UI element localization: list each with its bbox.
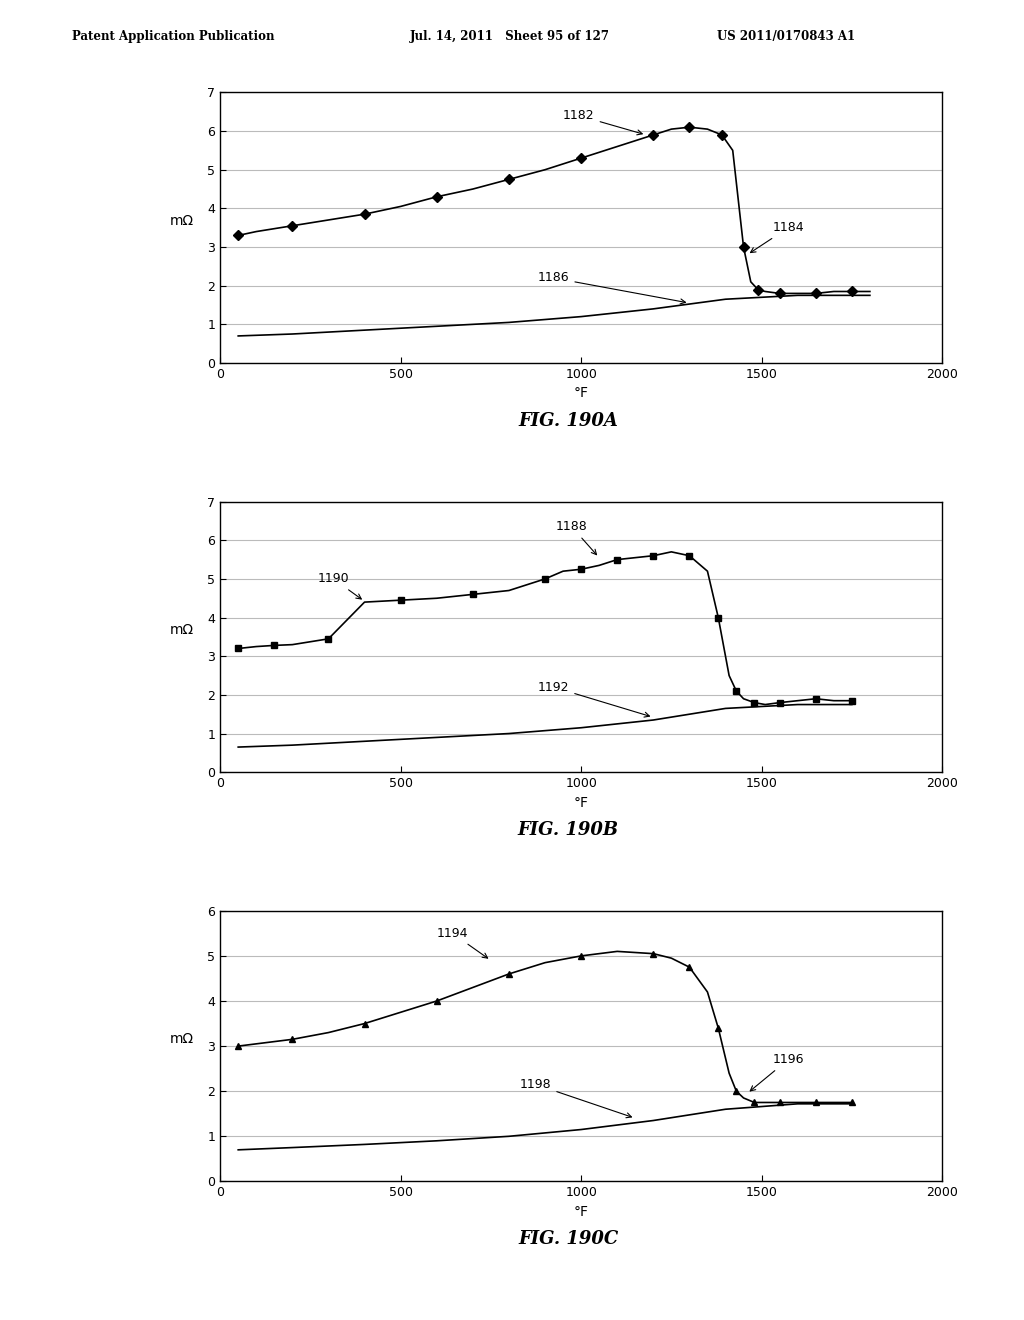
Text: 1182: 1182 xyxy=(563,110,642,135)
Text: US 2011/0170843 A1: US 2011/0170843 A1 xyxy=(717,30,855,44)
Text: Jul. 14, 2011   Sheet 95 of 127: Jul. 14, 2011 Sheet 95 of 127 xyxy=(410,30,609,44)
X-axis label: °F: °F xyxy=(573,1205,589,1218)
Text: 1188: 1188 xyxy=(556,520,597,554)
Text: 1194: 1194 xyxy=(436,927,487,958)
Y-axis label: mΩ: mΩ xyxy=(170,623,195,638)
Text: Patent Application Publication: Patent Application Publication xyxy=(72,30,274,44)
Text: 1192: 1192 xyxy=(538,681,649,717)
Text: FIG. 190B: FIG. 190B xyxy=(518,821,618,840)
Text: 1196: 1196 xyxy=(751,1053,804,1090)
X-axis label: °F: °F xyxy=(573,796,589,809)
Text: 1198: 1198 xyxy=(520,1078,632,1118)
Text: 1184: 1184 xyxy=(751,222,804,252)
Text: 1190: 1190 xyxy=(317,573,361,599)
Y-axis label: mΩ: mΩ xyxy=(170,214,195,227)
Text: 1186: 1186 xyxy=(538,272,685,304)
Text: FIG. 190C: FIG. 190C xyxy=(518,1230,618,1249)
Text: FIG. 190A: FIG. 190A xyxy=(518,412,618,430)
X-axis label: °F: °F xyxy=(573,387,589,400)
Y-axis label: mΩ: mΩ xyxy=(170,1032,195,1045)
